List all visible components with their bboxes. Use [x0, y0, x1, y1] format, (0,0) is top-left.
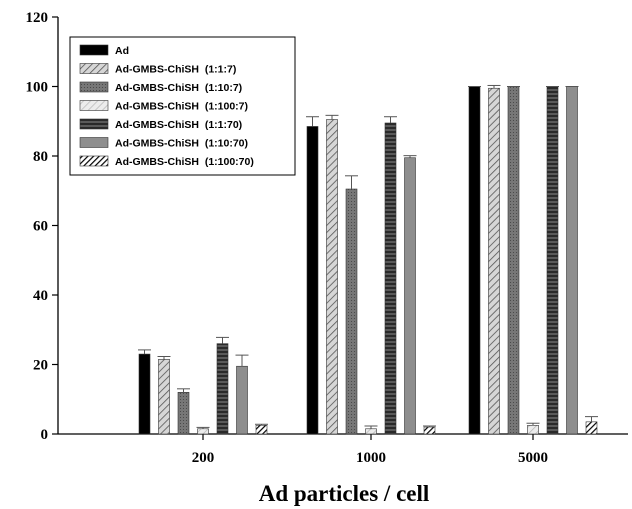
bar — [216, 343, 229, 435]
y-tick-label: 80 — [33, 149, 48, 165]
x-tick-label: 200 — [192, 450, 215, 466]
legend-swatch — [79, 63, 109, 74]
x-tick-label: 5000 — [518, 450, 548, 466]
bar — [404, 157, 416, 435]
bars — [138, 84, 598, 435]
legend-swatch — [79, 137, 109, 148]
bar — [365, 428, 377, 435]
bar — [507, 86, 520, 435]
legend-label: Ad-GMBS-ChiSH (1:100:70) — [115, 156, 254, 168]
bar — [306, 126, 319, 435]
bar — [236, 365, 248, 435]
x-tick-label: 1000 — [356, 450, 386, 466]
y-tick-label: 0 — [41, 427, 49, 443]
legend-label: Ad-GMBS-ChiSH (1:1:70) — [115, 119, 242, 131]
y-tick-label: 120 — [26, 10, 49, 26]
legend-swatch — [79, 118, 109, 130]
bar — [423, 426, 436, 435]
bar — [527, 425, 539, 435]
axes: 0 20 40 60 80 100 120 200 1000 5000 — [26, 10, 628, 466]
legend-label: Ad-GMBS-ChiSH (1:10:70) — [115, 138, 248, 150]
bar — [158, 358, 170, 435]
bar — [177, 391, 190, 435]
legend-label: Ad-GMBS-ChiSH (1:10:7) — [115, 82, 242, 94]
legend-label: Ad-GMBS-ChiSH (1:1:7) — [115, 64, 236, 76]
legend-swatch — [79, 155, 109, 167]
bar — [384, 122, 397, 435]
legend-swatch — [79, 81, 109, 93]
bar — [197, 428, 209, 435]
x-axis-title: Ad particles / cell — [259, 481, 430, 506]
y-tick-label: 40 — [33, 288, 48, 304]
bar — [585, 421, 598, 435]
y-tick-label: 20 — [33, 358, 48, 374]
bar — [255, 425, 268, 435]
legend-label: Ad-GMBS-ChiSH (1:100:7) — [115, 101, 248, 113]
bar — [468, 86, 481, 435]
bar — [566, 86, 578, 435]
y-tick-label: 100 — [26, 80, 49, 96]
legend: Ad Ad-GMBS-ChiSH (1:1:7) Ad-GMBS-ChiSH (1:… — [69, 36, 296, 176]
y-tick-label: 60 — [33, 219, 48, 235]
legend-swatch — [79, 44, 109, 56]
legend-label: Ad — [115, 45, 129, 57]
bar — [345, 188, 358, 435]
bar — [546, 86, 559, 435]
legend-swatch — [79, 100, 109, 111]
bar — [326, 119, 338, 435]
bar — [138, 353, 151, 435]
bar — [488, 87, 500, 435]
